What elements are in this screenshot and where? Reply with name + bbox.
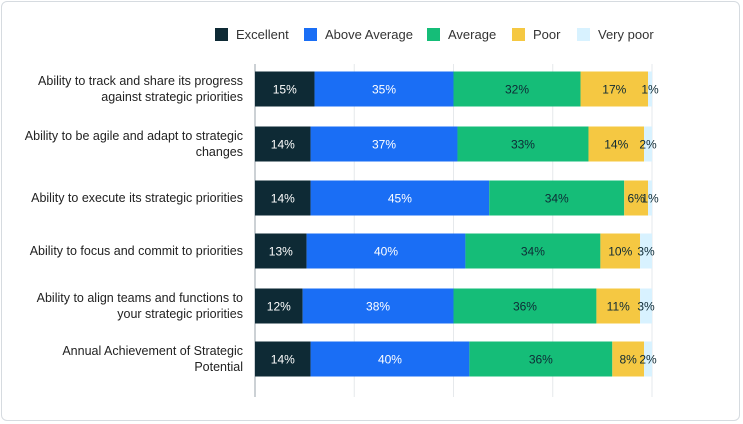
data-label: 2% bbox=[639, 138, 657, 152]
data-label: 36% bbox=[529, 353, 553, 367]
legend-label: Very poor bbox=[598, 26, 654, 42]
data-label: 15% bbox=[273, 83, 297, 97]
data-label: 33% bbox=[511, 138, 535, 152]
bar-segment[interactable] bbox=[255, 341, 311, 377]
data-label: 1% bbox=[641, 83, 659, 97]
data-label: 6% bbox=[627, 192, 645, 206]
data-label: 8% bbox=[620, 353, 638, 367]
category-label: Ability to align teams and functions to … bbox=[36, 291, 243, 321]
bar-segment[interactable] bbox=[644, 341, 652, 377]
category-label: Ability to track and share its progress … bbox=[38, 74, 243, 104]
bar-segment[interactable] bbox=[624, 180, 649, 216]
data-label: 36% bbox=[513, 300, 537, 314]
data-label: 12% bbox=[267, 300, 291, 314]
legend-label: Above Average bbox=[325, 26, 413, 42]
bar-segment[interactable] bbox=[255, 233, 307, 269]
data-label: 14% bbox=[271, 138, 295, 152]
category-label: Ability to be agile and adapt to strateg… bbox=[24, 129, 243, 159]
data-label: 34% bbox=[521, 245, 545, 259]
data-label: 13% bbox=[269, 245, 293, 259]
data-label: 38% bbox=[366, 300, 390, 314]
data-label: 40% bbox=[374, 245, 398, 259]
data-label: 32% bbox=[505, 83, 529, 97]
legend-swatch bbox=[512, 27, 525, 41]
category-label: Ability to focus and commit to prioritie… bbox=[29, 244, 243, 258]
bar-segment[interactable] bbox=[255, 71, 315, 107]
bar-segment[interactable] bbox=[453, 288, 597, 324]
bar-segment[interactable] bbox=[453, 71, 581, 107]
bar-segment[interactable] bbox=[314, 71, 454, 107]
bar-segment[interactable] bbox=[310, 341, 470, 377]
data-label: 37% bbox=[372, 138, 396, 152]
bar-segment[interactable] bbox=[306, 233, 466, 269]
bar-segment[interactable] bbox=[255, 126, 311, 162]
legend-label: Excellent bbox=[236, 26, 289, 42]
bar-segment[interactable] bbox=[644, 126, 652, 162]
data-label: 3% bbox=[637, 245, 655, 259]
legend-item[interactable]: Average bbox=[427, 26, 496, 42]
bar-segment[interactable] bbox=[648, 180, 652, 216]
data-label: 3% bbox=[637, 300, 655, 314]
bar-segment[interactable] bbox=[310, 180, 490, 216]
data-label: 40% bbox=[378, 353, 402, 367]
legend-swatch bbox=[427, 27, 440, 41]
bar-segment[interactable] bbox=[255, 180, 311, 216]
legend-label: Average bbox=[448, 26, 497, 42]
data-label: 10% bbox=[608, 245, 632, 259]
bar-segment[interactable] bbox=[600, 233, 641, 269]
legend-label: Poor bbox=[533, 26, 561, 42]
bar-segment[interactable] bbox=[640, 233, 652, 269]
bar-segment[interactable] bbox=[457, 126, 589, 162]
bar-segment[interactable] bbox=[465, 233, 601, 269]
category-label: Annual Achievement of Strategic Potentia… bbox=[62, 344, 243, 374]
data-label: 14% bbox=[271, 192, 295, 206]
bar-segment[interactable] bbox=[640, 288, 652, 324]
bar-segment[interactable] bbox=[469, 341, 613, 377]
data-label: 1% bbox=[641, 192, 659, 206]
data-label: 35% bbox=[372, 83, 396, 97]
bar-segment[interactable] bbox=[255, 288, 303, 324]
bar-segment[interactable] bbox=[580, 71, 649, 107]
category-label: Ability to execute its strategic priorit… bbox=[31, 191, 243, 205]
data-label: 14% bbox=[271, 353, 295, 367]
bar-segment[interactable] bbox=[596, 288, 641, 324]
bar-segment[interactable] bbox=[489, 180, 625, 216]
legend-item[interactable]: Poor bbox=[512, 26, 560, 42]
legend-swatch bbox=[577, 27, 590, 41]
legend-item[interactable]: Above Average bbox=[304, 26, 413, 42]
data-label: 11% bbox=[607, 300, 630, 314]
data-label: 34% bbox=[545, 192, 569, 206]
bar-segment[interactable] bbox=[302, 288, 454, 324]
bar-segment[interactable] bbox=[588, 126, 645, 162]
legend-swatch bbox=[215, 27, 228, 41]
data-label: 45% bbox=[388, 192, 412, 206]
legend-item[interactable]: Excellent bbox=[215, 26, 289, 42]
legend-item[interactable]: Very poor bbox=[577, 26, 654, 42]
data-label: 17% bbox=[602, 83, 626, 97]
data-label: 14% bbox=[604, 138, 628, 152]
data-label: 2% bbox=[639, 353, 657, 367]
bar-segment[interactable] bbox=[648, 71, 652, 107]
legend-swatch bbox=[304, 27, 317, 41]
bar-segment[interactable] bbox=[612, 341, 645, 377]
bar-segment[interactable] bbox=[310, 126, 458, 162]
